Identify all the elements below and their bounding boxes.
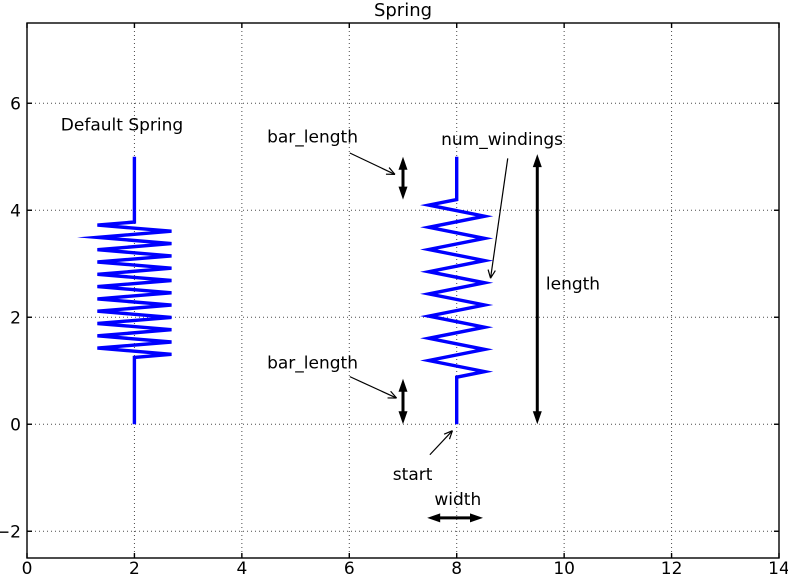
length-arrow-head — [532, 154, 542, 168]
text-layer: Spring Default Spring bar_length bar_len… — [61, 0, 600, 510]
bar-length-top-arrow-head — [398, 156, 408, 170]
length-arrow-head — [532, 411, 542, 425]
y-tick-label: 6 — [10, 94, 21, 114]
bar-length-bottom-label-arrow-head — [390, 390, 398, 399]
plot-title: Spring — [374, 0, 432, 21]
y-tick-label: 2 — [10, 308, 21, 328]
start-label-arrow-head — [443, 430, 453, 435]
x-tick-label: 2 — [129, 559, 140, 577]
start-label-arrow-head — [448, 430, 453, 440]
num-windings-label: num_windings — [441, 130, 563, 150]
y-tick-label: −2 — [0, 522, 21, 542]
x-tick-label: 0 — [22, 559, 33, 577]
x-tick-label: 14 — [768, 559, 788, 577]
x-tick-label: 4 — [236, 559, 247, 577]
num-windings-label-arrow-head — [487, 269, 492, 279]
annotated-spring — [420, 156, 494, 425]
frame-ticks-layer — [26, 22, 780, 559]
dimension-arrows-layer — [398, 154, 542, 523]
x-tick-label: 10 — [553, 559, 575, 577]
springs-layer — [77, 156, 494, 425]
x-tick-label: 6 — [344, 559, 355, 577]
bar-length-top-label-arrow-head — [388, 167, 396, 175]
width-arrow-head — [427, 513, 441, 523]
bar-length-bottom-arrow-head — [398, 378, 408, 392]
x-tick-label: 8 — [451, 559, 462, 577]
bar-length-top-label: bar_length — [267, 127, 358, 147]
width-arrow-head — [470, 513, 483, 523]
start-label-arrow — [429, 430, 453, 456]
default-spring-label: Default Spring — [61, 116, 183, 136]
default-spring — [77, 156, 172, 425]
bar-length-bottom-label-arrow — [349, 376, 397, 399]
start-label: start — [393, 465, 433, 485]
num-windings-label-arrow — [489, 158, 509, 279]
axes-frame — [26, 22, 780, 559]
y-tick-label: 0 — [10, 415, 21, 435]
width-label: width — [434, 490, 481, 510]
bar-length-bottom-arrow-head — [398, 411, 408, 425]
y-tick-label: 4 — [10, 201, 21, 221]
x-tick-label: 12 — [661, 559, 683, 577]
bar-length-bottom-label: bar_length — [267, 354, 358, 374]
bar-length-top-arrow-head — [398, 186, 408, 200]
num-windings-label-arrow-head — [490, 270, 496, 279]
annotation-arrows-layer — [349, 152, 509, 456]
bar-length-top-label-arrow — [349, 152, 396, 175]
length-label: length — [546, 275, 600, 295]
